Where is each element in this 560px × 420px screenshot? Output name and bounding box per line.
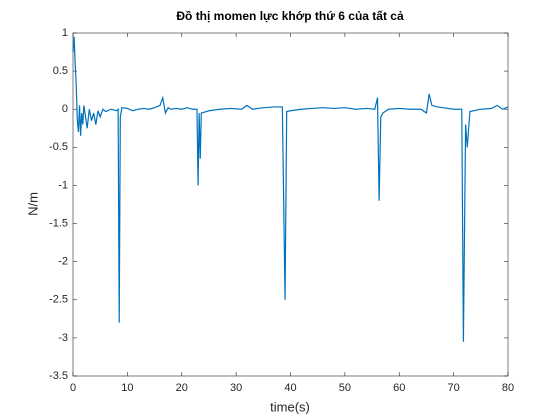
y-tick-label: 0 — [62, 103, 68, 115]
data-line — [72, 36, 509, 342]
x-tick-label: 60 — [393, 382, 405, 394]
y-axis-label: N/m — [25, 192, 40, 216]
x-tick-label: 80 — [502, 382, 514, 394]
x-tick-label: 40 — [284, 382, 296, 394]
y-tick-label: 1 — [62, 27, 68, 39]
y-tick-label: -2 — [58, 256, 68, 268]
y-tick-label: 0.5 — [53, 65, 68, 77]
y-tick-label: -0.5 — [49, 141, 68, 153]
x-tick-label: 0 — [70, 382, 76, 394]
x-axis-label: time(s) — [270, 399, 310, 414]
y-tick-label: -2.5 — [49, 294, 68, 306]
x-tick-label: 30 — [230, 382, 242, 394]
x-tick-label: 70 — [448, 382, 460, 394]
chart-title: Đồ thị momen lực khớp thứ 6 của tất cả — [176, 9, 404, 23]
y-tick-label: -3.5 — [49, 370, 68, 382]
y-tick-label: -1 — [58, 179, 68, 191]
y-tick-label: -1.5 — [49, 217, 68, 229]
y-tick-label: -3 — [58, 332, 68, 344]
x-tick-label: 10 — [121, 382, 133, 394]
x-tick-label: 50 — [339, 382, 351, 394]
x-tick-label: 20 — [176, 382, 188, 394]
plot-area — [72, 32, 509, 377]
